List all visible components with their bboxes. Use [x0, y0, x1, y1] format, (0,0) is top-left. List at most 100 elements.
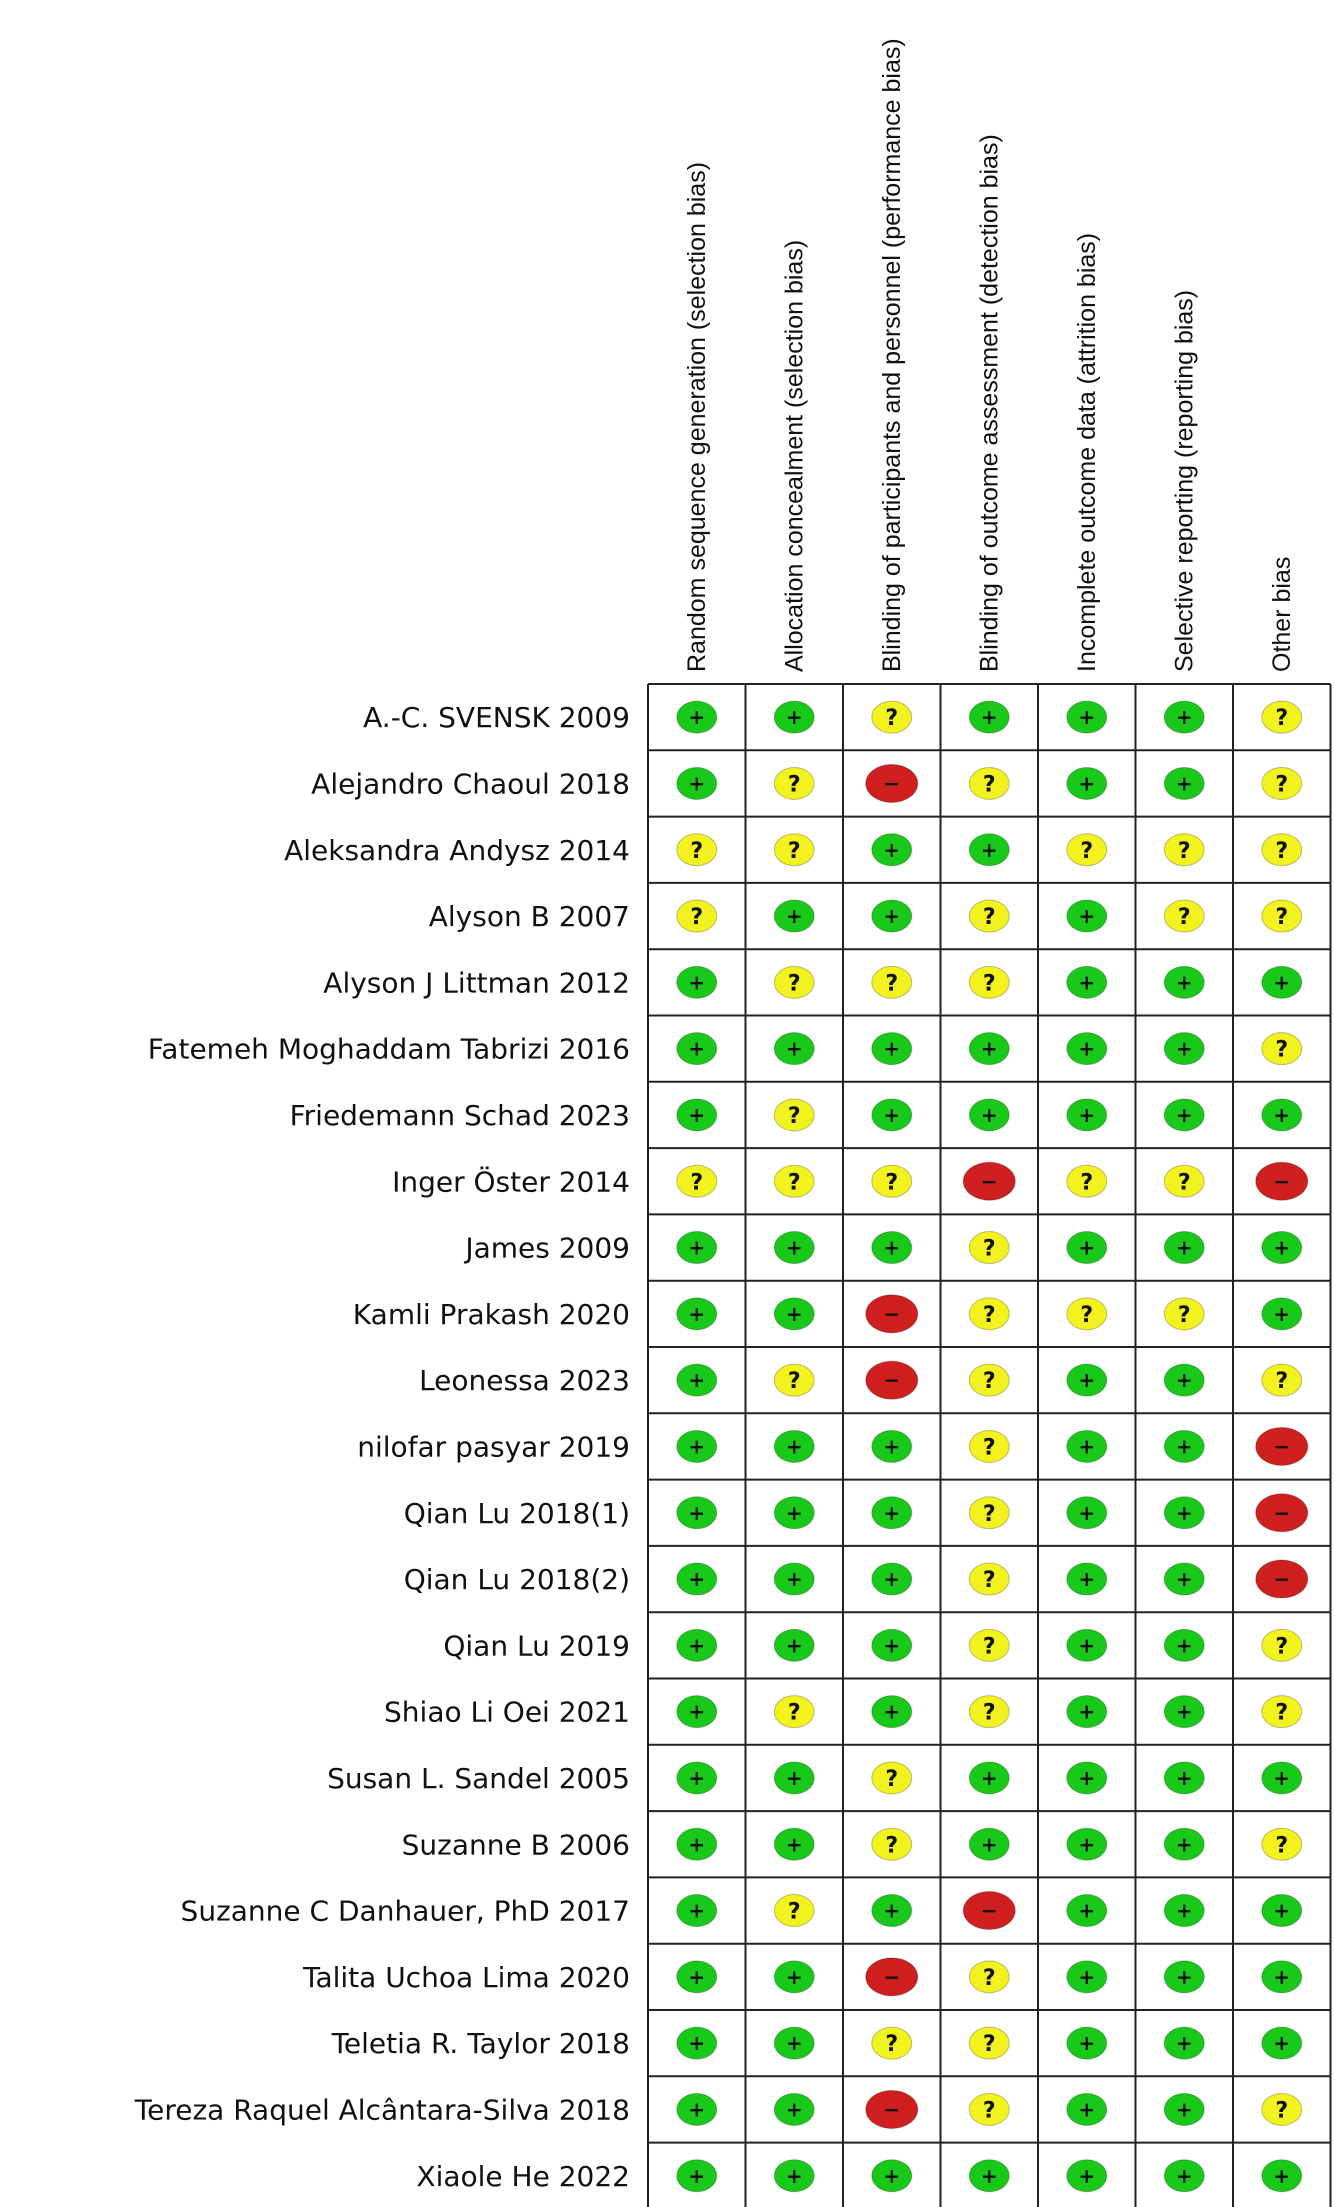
rating-unclear-symbol: ? [1275, 1833, 1288, 1858]
rating-low-mark [676, 965, 718, 999]
rating-low-symbol: + [1273, 2164, 1290, 2188]
rating-low-symbol: + [688, 1302, 705, 1326]
rating-unclear-symbol: ? [983, 1502, 996, 1527]
rating-low-symbol: + [1176, 1501, 1193, 1525]
rating-low-symbol: + [1078, 1965, 1095, 1989]
rating-low-symbol: + [688, 1236, 705, 1260]
rating-low-symbol: + [1176, 1368, 1193, 1392]
rating-low-mark [1261, 1894, 1303, 1928]
rating-unclear-symbol: ? [1178, 1303, 1191, 1328]
rating-unclear-symbol: ? [1178, 839, 1191, 864]
rating-unclear-mark [1163, 833, 1205, 867]
rating-unclear-mark [1261, 1695, 1303, 1729]
rating-low-mark [1261, 1098, 1303, 1132]
rating-low-symbol: + [1078, 1567, 1095, 1591]
rating-high-mark [865, 1360, 919, 1400]
rating-low-symbol: + [1273, 1103, 1290, 1127]
rating-unclear-symbol: ? [1178, 905, 1191, 930]
rating-low-symbol: + [1078, 1103, 1095, 1127]
rating-low-mark [676, 1628, 718, 1662]
rating-unclear-mark [773, 965, 815, 999]
rating-low-mark [1163, 1562, 1205, 1596]
rating-low-symbol: + [883, 2164, 900, 2188]
rating-unclear-symbol: ? [1275, 1701, 1288, 1726]
rating-unclear-symbol: ? [885, 1833, 898, 1858]
rating-low-symbol: + [883, 838, 900, 862]
rating-low-symbol: + [1176, 1766, 1193, 1790]
rating-low-symbol: + [1078, 2164, 1095, 2188]
rating-unclear-symbol: ? [983, 2098, 996, 2123]
rating-low-symbol: + [1176, 1633, 1193, 1657]
rating-low-symbol: + [1078, 1633, 1095, 1657]
rating-low-mark [1066, 766, 1108, 800]
rating-low-mark [968, 700, 1010, 734]
rating-unclear-mark [773, 1695, 815, 1729]
rating-unclear-mark [1261, 1032, 1303, 1066]
rating-low-mark [1163, 965, 1205, 999]
rating-low-mark [1066, 1032, 1108, 1066]
rating-low-mark [773, 2026, 815, 2060]
rating-low-symbol: + [688, 1700, 705, 1724]
study-label: Fatemeh Moghaddam Tabrizi 2016 [148, 1033, 630, 1066]
rating-low-mark [773, 1496, 815, 1530]
rating-unclear-symbol: ? [1275, 706, 1288, 731]
study-label: Friedemann Schad 2023 [290, 1099, 630, 1132]
rating-low-mark [1163, 700, 1205, 734]
rating-low-mark [1163, 1960, 1205, 1994]
rating-unclear-symbol: ? [885, 1767, 898, 1792]
rating-low-mark [676, 1761, 718, 1795]
rating-low-mark [1066, 1960, 1108, 1994]
rating-low-mark [1261, 1761, 1303, 1795]
rating-low-mark [1163, 2092, 1205, 2126]
rating-low-mark [1066, 1894, 1108, 1928]
rating-low-symbol: + [883, 1434, 900, 1458]
study-label: Alyson J Littman 2012 [323, 966, 630, 999]
rating-unclear-symbol: ? [788, 1900, 801, 1925]
rating-low-symbol: + [1078, 771, 1095, 795]
rating-low-mark [773, 1761, 815, 1795]
rating-low-symbol: + [1078, 705, 1095, 729]
rating-high-symbol: − [883, 1302, 900, 1326]
rating-unclear-mark [773, 766, 815, 800]
rating-low-symbol: + [688, 1766, 705, 1790]
rating-low-mark [871, 1032, 913, 1066]
rating-unclear-mark [676, 899, 718, 933]
rating-low-mark [773, 899, 815, 933]
rating-low-symbol: + [688, 1501, 705, 1525]
rating-low-symbol: + [688, 771, 705, 795]
rating-unclear-mark [1163, 899, 1205, 933]
rating-low-symbol: + [1176, 2097, 1193, 2121]
rating-low-mark [676, 1297, 718, 1331]
rating-low-mark [968, 1032, 1010, 1066]
study-label: A.-C. SVENSK 2009 [363, 701, 630, 734]
rating-low-symbol: + [1078, 970, 1095, 994]
rating-high-mark [1255, 1161, 1309, 1201]
rating-unclear-symbol: ? [983, 1435, 996, 1460]
rating-low-mark [1066, 1098, 1108, 1132]
rating-low-symbol: + [1078, 1434, 1095, 1458]
rating-low-mark [1066, 899, 1108, 933]
rating-low-symbol: + [688, 1567, 705, 1591]
rating-low-mark [676, 700, 718, 734]
rating-low-symbol: + [688, 1103, 705, 1127]
rating-low-mark [1163, 1231, 1205, 1265]
rating-low-symbol: + [1078, 1899, 1095, 1923]
rating-unclear-symbol: ? [1080, 1303, 1093, 1328]
rating-low-mark [871, 1894, 913, 1928]
rating-unclear-mark [1066, 1164, 1108, 1198]
rating-low-mark [1066, 1628, 1108, 1662]
rating-low-symbol: + [1176, 771, 1193, 795]
column-label-4: Blinding of outcome assessment (detectio… [975, 134, 1003, 672]
rating-low-mark [676, 1960, 718, 1994]
rating-low-mark [871, 1628, 913, 1662]
rating-high-mark [962, 1891, 1016, 1931]
rating-low-mark [676, 1562, 718, 1596]
rating-unclear-symbol: ? [788, 772, 801, 797]
rating-unclear-symbol: ? [788, 1701, 801, 1726]
column-label-5: Incomplete outcome data (attrition bias) [1073, 233, 1101, 672]
rating-low-mark [1163, 1827, 1205, 1861]
rating-unclear-mark [676, 1164, 718, 1198]
rating-low-symbol: + [1176, 1700, 1193, 1724]
rating-high-mark [865, 1957, 919, 1997]
